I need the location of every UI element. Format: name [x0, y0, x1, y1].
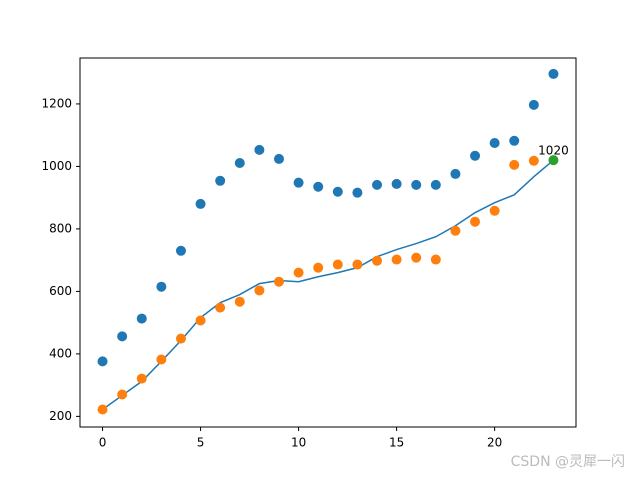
point	[313, 262, 324, 273]
point	[548, 68, 559, 79]
point	[97, 356, 108, 367]
y-tick-label: 800	[49, 221, 72, 235]
point	[313, 181, 324, 192]
point	[411, 179, 422, 190]
point	[332, 186, 343, 197]
point	[352, 187, 363, 198]
y-tick-label: 1200	[41, 96, 72, 110]
point	[450, 168, 461, 179]
y-tick-label: 400	[49, 346, 72, 360]
point	[215, 175, 226, 186]
point	[293, 177, 304, 188]
point	[273, 153, 284, 164]
y-tick-label: 1000	[41, 159, 72, 173]
point	[548, 155, 559, 166]
point	[391, 254, 402, 265]
point	[293, 267, 304, 278]
plot-frame	[79, 57, 577, 428]
point	[528, 99, 539, 110]
y-tick-label: 600	[49, 284, 72, 298]
point	[372, 179, 383, 190]
point	[117, 389, 128, 400]
annotation: 1020	[538, 144, 569, 158]
point	[254, 285, 265, 296]
x-tick-label: 5	[197, 436, 205, 450]
x-tick-label: 20	[487, 436, 502, 450]
point	[195, 315, 206, 326]
point	[234, 296, 245, 307]
point	[156, 354, 167, 365]
point	[215, 302, 226, 313]
y-tick-label: 200	[49, 409, 72, 423]
point	[489, 137, 500, 148]
point	[391, 178, 402, 189]
point	[195, 198, 206, 209]
point	[175, 333, 186, 344]
point	[273, 276, 284, 287]
point	[234, 157, 245, 168]
point	[332, 259, 343, 270]
point	[117, 331, 128, 342]
point	[430, 254, 441, 265]
point	[372, 255, 383, 266]
point	[411, 252, 422, 263]
point	[136, 373, 147, 384]
line	[102, 159, 554, 411]
point	[470, 150, 481, 161]
x-tick-label: 15	[389, 436, 404, 450]
point	[254, 144, 265, 155]
point	[489, 205, 500, 216]
point	[97, 404, 108, 415]
watermark: CSDN @灵犀一闪	[511, 454, 625, 470]
point	[528, 155, 539, 166]
point	[352, 259, 363, 270]
point	[136, 313, 147, 324]
point	[430, 179, 441, 190]
point	[156, 281, 167, 292]
point	[175, 245, 186, 256]
x-tick-label: 0	[99, 436, 107, 450]
point	[509, 159, 520, 170]
point	[470, 216, 481, 227]
point	[450, 225, 461, 236]
point	[509, 135, 520, 146]
x-tick-label: 10	[291, 436, 306, 450]
